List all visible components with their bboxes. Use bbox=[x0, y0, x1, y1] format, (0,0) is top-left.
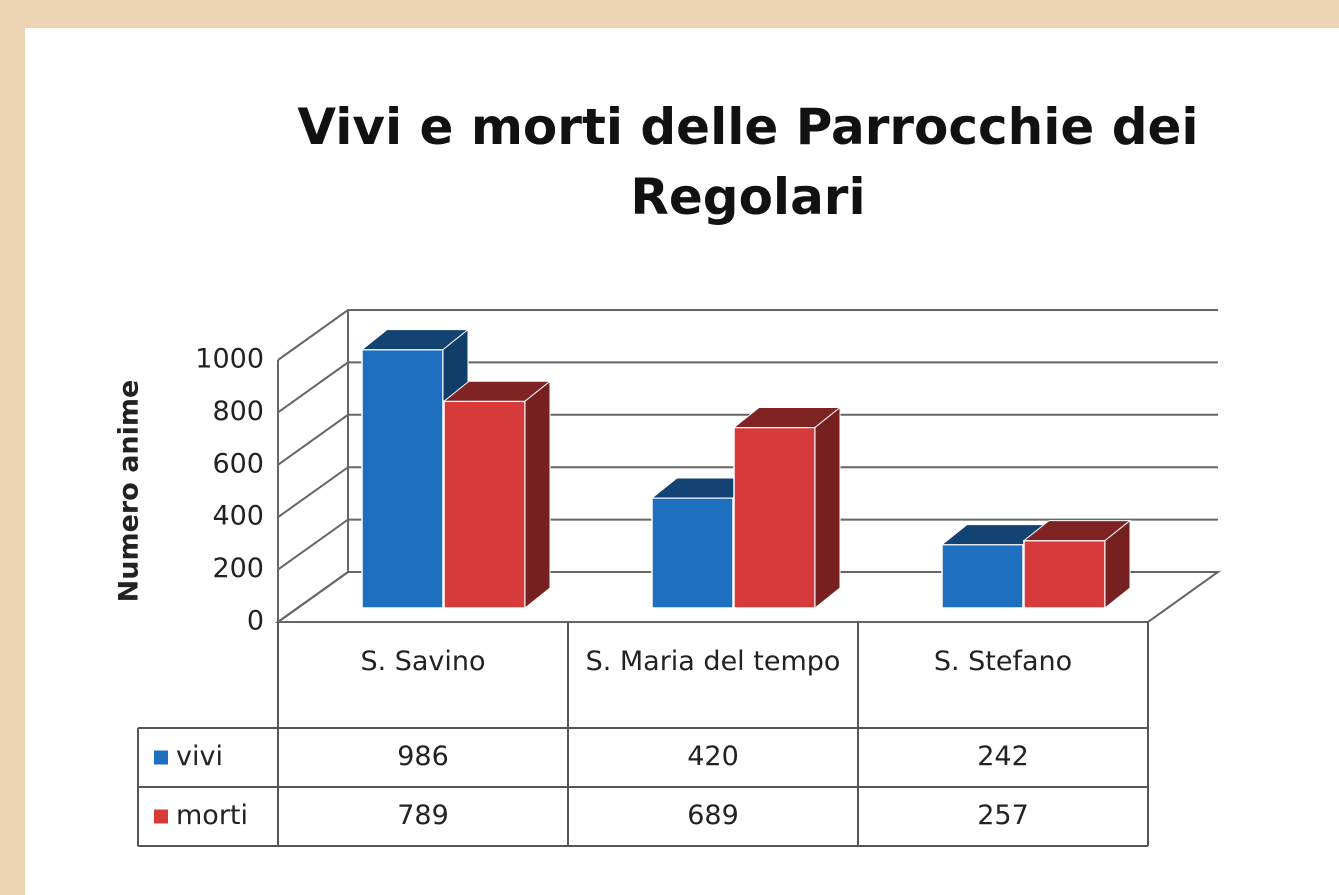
grid-line bbox=[277, 518, 1218, 571]
bar-side bbox=[1104, 519, 1131, 610]
y-tick-label: 0 bbox=[247, 606, 264, 637]
grid-line bbox=[277, 413, 1218, 466]
table-value: 689 bbox=[687, 800, 739, 831]
legend-label: vivi bbox=[176, 741, 223, 772]
chart-title: Vivi e morti delle Parrocchie dei Regola… bbox=[297, 98, 1199, 226]
bar-side bbox=[524, 380, 551, 610]
legend-swatch bbox=[154, 809, 168, 824]
bar-front bbox=[651, 497, 734, 609]
x-tick-label: S. Maria del tempo bbox=[585, 646, 841, 677]
category-label-box: S. Savino bbox=[360, 646, 486, 677]
y-tick-label: 600 bbox=[212, 448, 264, 479]
bar-front bbox=[361, 348, 444, 609]
y-tick-label: 400 bbox=[212, 501, 264, 532]
y-tick-label: 200 bbox=[212, 553, 264, 584]
grid-line bbox=[277, 571, 1218, 623]
grid-line bbox=[277, 466, 1218, 519]
bar-side bbox=[814, 406, 841, 610]
panel bbox=[25, 28, 1339, 895]
table-value: 986 bbox=[397, 741, 449, 772]
legend-swatch bbox=[154, 750, 168, 765]
x-tick-label: S. Stefano bbox=[933, 646, 1073, 677]
grid-line bbox=[277, 309, 1218, 361]
bar-front bbox=[733, 426, 816, 609]
table-value: 242 bbox=[977, 741, 1029, 772]
table-value: 789 bbox=[397, 800, 449, 831]
grid-line bbox=[277, 361, 1218, 414]
x-tick-label: S. Savino bbox=[360, 646, 486, 677]
category-label-box: S. Stefano bbox=[933, 646, 1073, 677]
table-value: 257 bbox=[977, 800, 1029, 831]
bar bbox=[732, 406, 842, 610]
y-tick-label: 800 bbox=[212, 396, 264, 427]
bar-front bbox=[941, 543, 1024, 609]
bar bbox=[442, 380, 552, 610]
legend-label: morti bbox=[176, 800, 248, 831]
y-tick-label: 1000 bbox=[195, 344, 264, 375]
bar-front bbox=[1023, 539, 1106, 609]
y-axis-label: Numero anime bbox=[114, 380, 145, 603]
table-value: 420 bbox=[687, 741, 739, 772]
bar-front bbox=[443, 400, 526, 609]
bar bbox=[1022, 519, 1132, 610]
category-label-box: S. Maria del tempo bbox=[585, 646, 841, 677]
